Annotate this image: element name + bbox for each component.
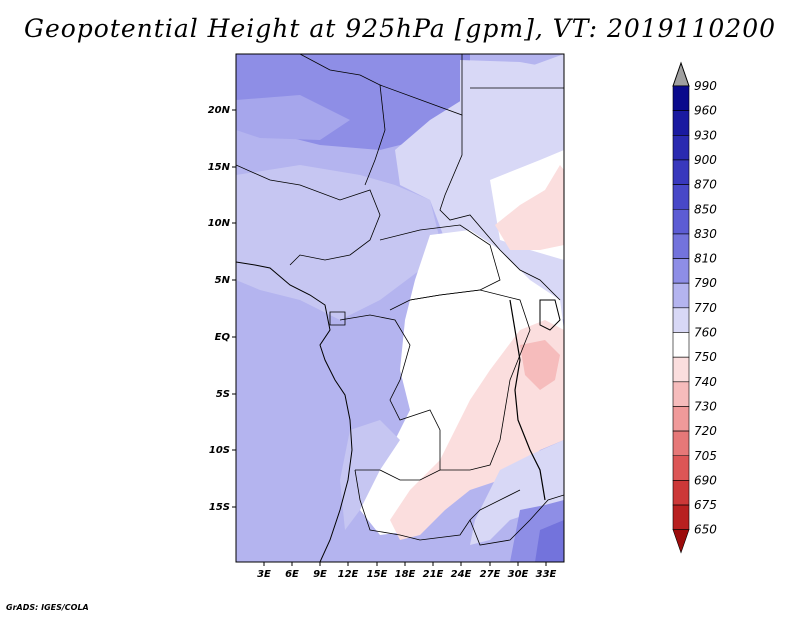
lon-label: 9E xyxy=(313,569,327,580)
lon-label: 3E xyxy=(257,569,271,580)
colorbar-swatch xyxy=(672,307,690,333)
field-760-770-interior xyxy=(360,230,564,535)
colorbar-label: 730 xyxy=(694,399,717,413)
lon-axis: 3E 6E 9E 12E 15E 18E 21E 24E 27E 30E 33E xyxy=(257,562,557,580)
lat-label: 15S xyxy=(209,502,230,513)
map-field xyxy=(236,54,564,562)
border-west-africa xyxy=(236,164,381,266)
colorbar-label: 675 xyxy=(694,498,717,512)
colorbar-swatch xyxy=(672,233,690,259)
colorbar-swatch xyxy=(672,504,690,530)
lat-label: 10N xyxy=(208,218,231,229)
lon-label: 24E xyxy=(451,569,472,580)
lon-label: 27E xyxy=(480,569,501,580)
field-780-southwest xyxy=(340,420,400,530)
grads-credit: GrADS: IGES/COLA xyxy=(6,603,89,612)
colorbar-over-triangle xyxy=(672,61,690,87)
colorbar-swatch xyxy=(672,184,690,210)
border-drc-east xyxy=(409,289,531,471)
lat-label: 5N xyxy=(215,275,231,286)
colorbar-label: 930 xyxy=(694,128,717,142)
lon-label: 12E xyxy=(338,569,359,580)
colorbar-label: 750 xyxy=(694,350,717,364)
colorbar-label: 740 xyxy=(694,375,717,389)
colorbar-label: 900 xyxy=(694,153,717,167)
colorbar-label: 870 xyxy=(694,178,717,192)
map-title: Geopotential Height at 925hPa [gpm], VT:… xyxy=(23,14,777,43)
colorbar-label: 760 xyxy=(694,326,717,340)
field-740-lakes xyxy=(520,340,560,390)
colorbar-swatch xyxy=(672,85,690,111)
border-drc-angola xyxy=(339,314,441,481)
colorbar-swatch xyxy=(672,529,690,554)
colorbar-label: 830 xyxy=(694,227,717,241)
lat-label: 5S xyxy=(216,389,230,400)
lat-label: 10S xyxy=(209,445,230,456)
lon-label: 30E xyxy=(508,569,529,580)
colorbar-label: 990 xyxy=(694,79,717,93)
border-zambia-namibia xyxy=(354,469,521,541)
field-830-southeast xyxy=(535,520,564,562)
field-770-northeast xyxy=(450,60,564,220)
colorbar-swatch xyxy=(672,135,690,161)
colorbar-swatch xyxy=(672,455,690,481)
lat-label: EQ xyxy=(215,332,231,343)
lon-label: 21E xyxy=(423,569,444,580)
colorbar-label: 650 xyxy=(694,523,717,537)
colorbar-label: 790 xyxy=(694,276,717,290)
border-eq-guinea xyxy=(329,311,346,326)
colorbar-swatch xyxy=(672,480,690,506)
border-sudan xyxy=(439,115,561,301)
lat-label: 15N xyxy=(208,162,231,173)
colorbar-label: 690 xyxy=(694,473,717,487)
colorbar-swatch xyxy=(672,258,690,284)
lon-label: 33E xyxy=(536,569,557,580)
colorbar-label: 960 xyxy=(694,104,717,118)
colorbar: 990 960 930 900 870 850 830 810 790 770 760 750 740 7… xyxy=(672,61,717,554)
colorbar-swatch xyxy=(672,332,690,358)
lake-victoria xyxy=(539,299,561,331)
field-780-center xyxy=(236,165,440,320)
field-750-east-south xyxy=(390,320,564,540)
colorbar-swatch xyxy=(672,356,690,383)
field-770-south-east xyxy=(470,440,564,545)
lat-label: 20N xyxy=(208,105,231,116)
colorbar-swatch xyxy=(672,282,690,309)
colorbar-swatch xyxy=(672,110,690,136)
lon-label: 15E xyxy=(367,569,388,580)
colorbar-swatch xyxy=(672,159,690,185)
colorbar-label: 720 xyxy=(694,424,717,438)
border-zimbabwe xyxy=(469,494,564,546)
map-frame xyxy=(235,53,565,563)
colorbar-label: 810 xyxy=(694,252,717,266)
field-750-north-east xyxy=(495,165,564,250)
field-800-north xyxy=(236,95,350,140)
coastline-west xyxy=(236,261,353,562)
colorbar-swatch xyxy=(672,406,690,432)
colorbar-label: 850 xyxy=(694,202,717,216)
colorbar-swatch xyxy=(672,208,690,235)
colorbar-label: 770 xyxy=(694,301,717,315)
colorbar-swatch xyxy=(672,381,690,407)
lakes-rift xyxy=(509,299,546,501)
lon-label: 6E xyxy=(285,569,299,580)
lat-axis: 20N 15N 10N 5N EQ 5S 10S 15S xyxy=(208,105,236,513)
colorbar-label: 705 xyxy=(694,449,717,463)
colorbar-swatch xyxy=(672,430,690,457)
lon-label: 18E xyxy=(395,569,416,580)
